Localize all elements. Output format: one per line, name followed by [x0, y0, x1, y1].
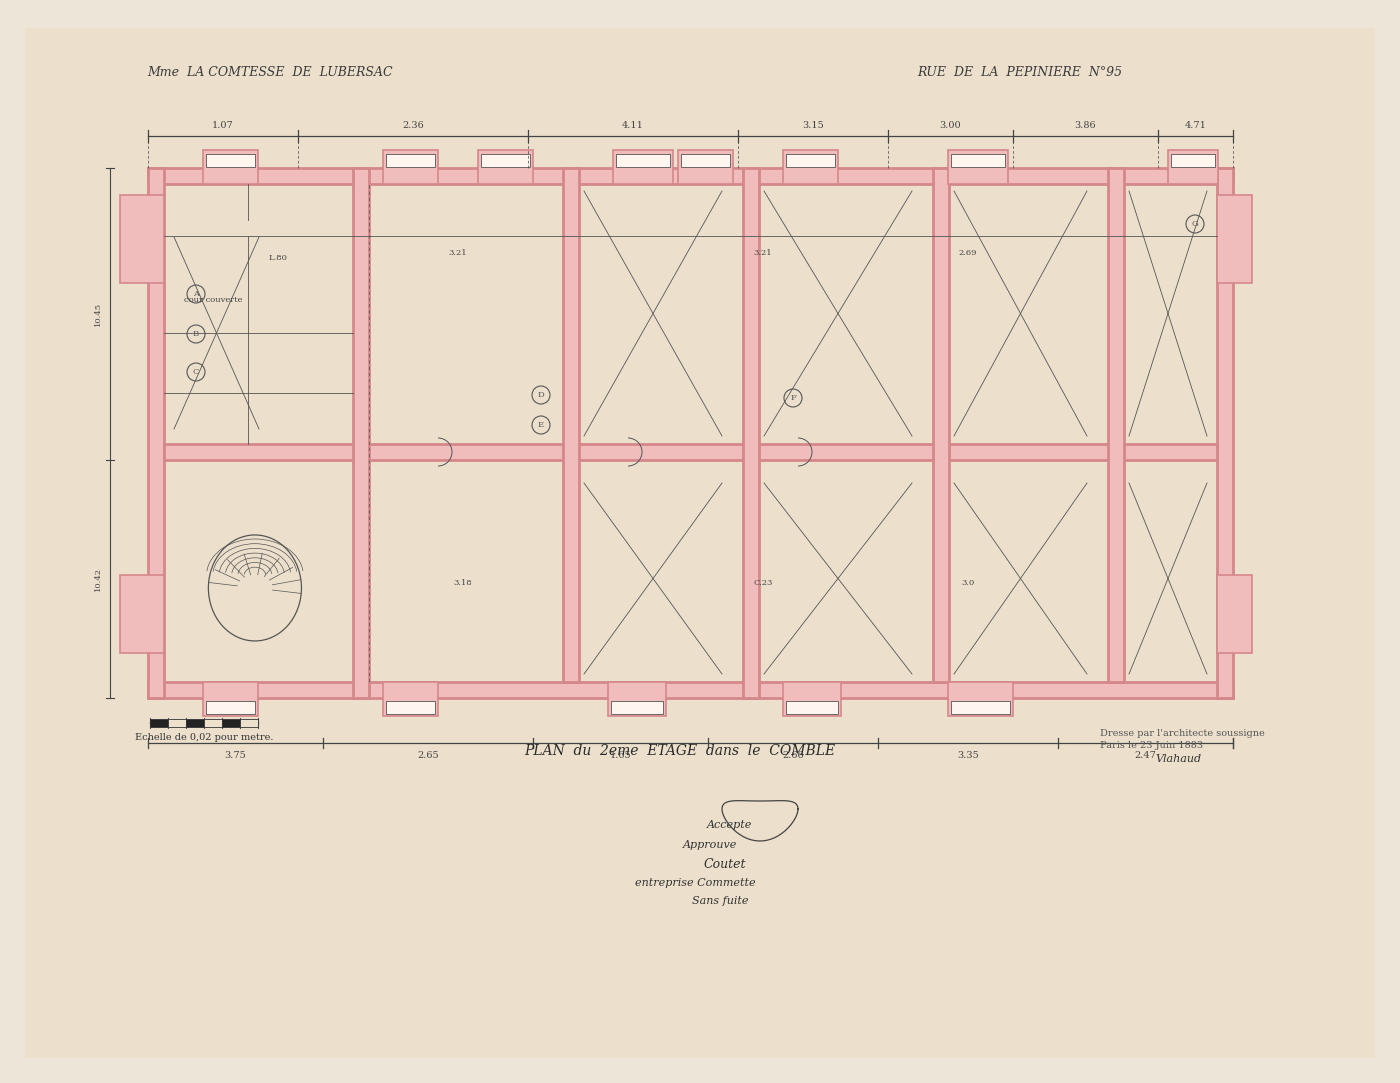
Bar [239, 719, 258, 727]
Text: C.23: C.23 [753, 579, 773, 587]
Text: 2.65: 2.65 [417, 752, 438, 760]
Text: 3.18: 3.18 [454, 579, 472, 587]
Bar [678, 151, 734, 184]
Text: B: B [193, 330, 199, 338]
Bar [563, 168, 580, 682]
Bar [1217, 575, 1252, 653]
Bar [386, 154, 435, 167]
Bar [1217, 168, 1233, 699]
Text: 10.42: 10.42 [94, 567, 102, 591]
Text: 1.07: 1.07 [213, 120, 234, 130]
Bar [1168, 151, 1218, 184]
Bar [783, 682, 841, 716]
Text: Mme  LA COMTESSE  DE  LUBERSAC: Mme LA COMTESSE DE LUBERSAC [147, 66, 393, 79]
Bar [164, 444, 1217, 460]
Bar [951, 154, 1005, 167]
Bar [206, 701, 255, 714]
Text: 4.71: 4.71 [1184, 120, 1207, 130]
Bar [785, 154, 834, 167]
Bar [386, 701, 435, 714]
Text: Echelle de 0,02 pour metre.: Echelle de 0,02 pour metre. [134, 732, 273, 742]
Text: 4.11: 4.11 [622, 120, 644, 130]
Text: G: G [1191, 220, 1198, 229]
Bar [186, 719, 204, 727]
Bar [743, 168, 759, 699]
Bar [206, 154, 255, 167]
Bar [610, 701, 664, 714]
Text: E: E [538, 421, 545, 429]
Text: 1.65: 1.65 [609, 752, 631, 760]
Bar [482, 154, 531, 167]
Text: 2.47: 2.47 [1134, 752, 1156, 760]
Text: 3.21: 3.21 [753, 249, 773, 257]
Text: 3.00: 3.00 [939, 120, 962, 130]
Bar [120, 195, 164, 283]
Bar [948, 682, 1014, 716]
Bar [477, 151, 533, 184]
Text: Approuve: Approuve [683, 840, 738, 850]
Text: F: F [790, 394, 797, 402]
Bar [203, 151, 258, 184]
Bar [616, 154, 671, 167]
Text: RUE  DE  LA  PEPINIERE  N°95: RUE DE LA PEPINIERE N°95 [917, 66, 1123, 79]
Bar [120, 575, 164, 653]
Bar [223, 719, 239, 727]
Text: C: C [193, 368, 199, 376]
Bar [203, 682, 258, 716]
Text: 3.21: 3.21 [448, 249, 468, 257]
Text: PLAN  du  2eme  ETAGE  dans  le  COMBLE: PLAN du 2eme ETAGE dans le COMBLE [525, 744, 836, 758]
Text: D: D [538, 391, 545, 399]
Text: 10.45: 10.45 [94, 302, 102, 326]
Bar [150, 719, 168, 727]
Bar [148, 168, 164, 699]
Text: A: A [193, 290, 199, 298]
Bar [204, 719, 223, 727]
Bar [951, 701, 1009, 714]
Text: Sans fuite: Sans fuite [692, 896, 748, 906]
Bar [785, 701, 839, 714]
Bar [783, 151, 839, 184]
Bar [148, 168, 1233, 184]
Text: cour couverte: cour couverte [183, 296, 242, 304]
Bar [948, 151, 1008, 184]
Text: Accepte: Accepte [707, 820, 753, 830]
Bar [148, 682, 1233, 699]
Text: 2.66: 2.66 [783, 752, 804, 760]
Bar [613, 151, 673, 184]
Bar [384, 151, 438, 184]
Bar [353, 168, 370, 699]
Bar [932, 168, 949, 682]
Bar [1107, 168, 1124, 682]
Text: 3.0: 3.0 [962, 579, 974, 587]
Bar [608, 682, 666, 716]
Text: 3.35: 3.35 [958, 752, 979, 760]
Text: L.80: L.80 [269, 255, 287, 262]
Text: 3.15: 3.15 [802, 120, 823, 130]
Bar [1170, 154, 1215, 167]
Text: entreprise Commette: entreprise Commette [634, 878, 756, 888]
Bar [1217, 195, 1252, 283]
Text: 3.86: 3.86 [1075, 120, 1096, 130]
Bar [168, 719, 186, 727]
Text: 2.69: 2.69 [959, 249, 977, 257]
Text: Coutet: Coutet [704, 859, 746, 872]
Text: Dresse par l'architecte soussigne: Dresse par l'architecte soussigne [1100, 729, 1264, 738]
Text: 2.36: 2.36 [402, 120, 424, 130]
Text: Vlahaud: Vlahaud [1155, 754, 1201, 764]
Text: 3.75: 3.75 [224, 752, 246, 760]
Bar [384, 682, 438, 716]
Text: Paris le 23 Juin 1883: Paris le 23 Juin 1883 [1100, 741, 1203, 749]
Bar [680, 154, 729, 167]
